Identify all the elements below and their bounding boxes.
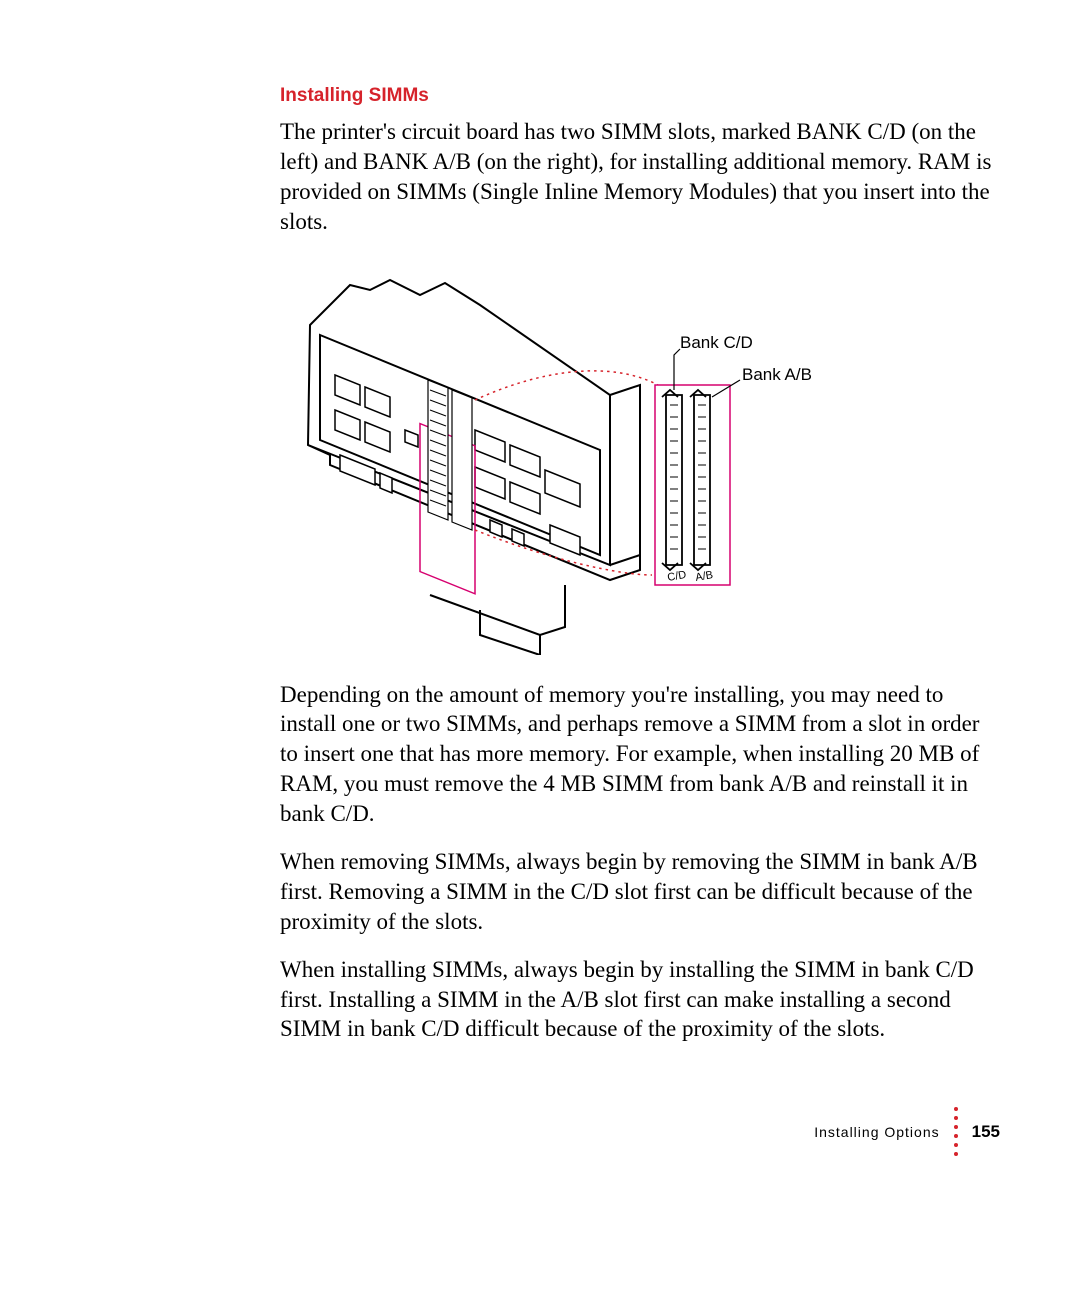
section-heading: Installing SIMMs [280,85,1000,107]
callout-bank-cd: Bank C/D [680,333,753,353]
footer-section-title: Installing Options [814,1124,939,1140]
paragraph-4: When installing SIMMs, always begin by i… [280,955,1000,1045]
paragraph-intro: The printer's circuit board has two SIMM… [280,117,1000,237]
paragraph-3: When removing SIMMs, always begin by rem… [280,847,1000,937]
simm-figure: C/D A/B Bank C/D Bank A/B [280,255,840,655]
page-number: 155 [972,1122,1000,1142]
paragraph-2: Depending on the amount of memory you're… [280,680,1000,829]
page-footer: Installing Options 155 [814,1107,1000,1156]
footer-dots [954,1107,958,1156]
callout-bank-ab: Bank A/B [742,365,812,385]
